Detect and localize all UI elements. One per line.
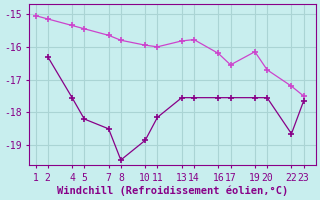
X-axis label: Windchill (Refroidissement éolien,°C): Windchill (Refroidissement éolien,°C) [57, 185, 288, 196]
